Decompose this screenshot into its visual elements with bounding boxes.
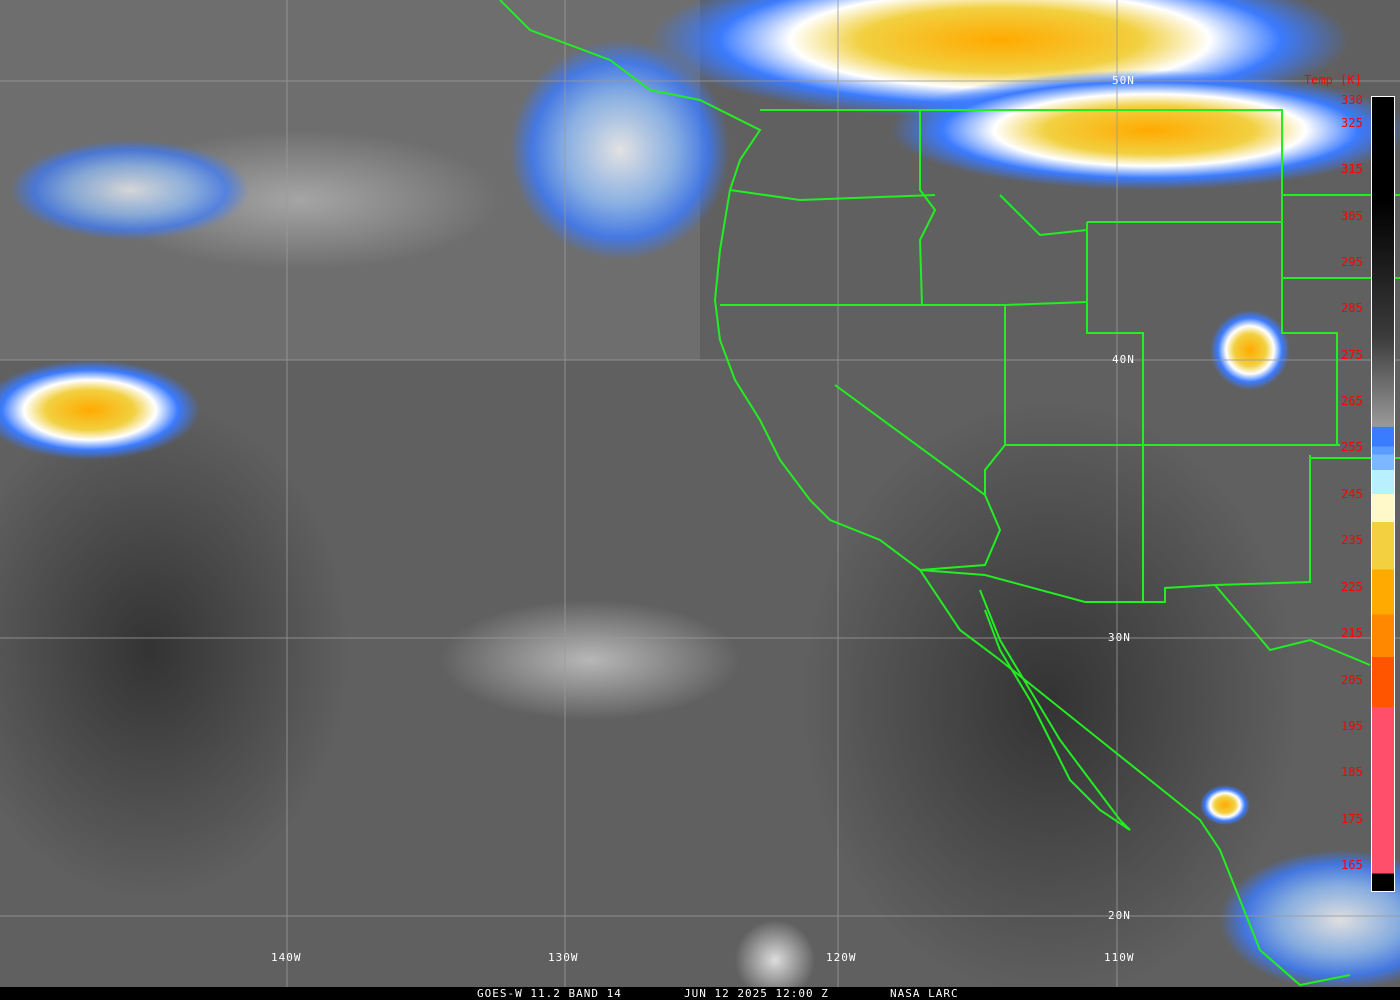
political-borders xyxy=(499,0,1400,987)
temperature-colorbar xyxy=(1371,96,1395,892)
lon-label-110w: 110W xyxy=(1104,951,1135,964)
legend-tick: 265 xyxy=(1341,394,1363,408)
lon-label-120w: 120W xyxy=(826,951,857,964)
legend-tick: 225 xyxy=(1341,580,1363,594)
image-datetime: JUN 12 2025 12:00 Z xyxy=(684,987,829,1000)
footer-bar: GOES-W 11.2 BAND 14 JUN 12 2025 12:00 Z … xyxy=(0,987,1400,1000)
legend-tick: 175 xyxy=(1341,812,1363,826)
legend-tick: 205 xyxy=(1341,673,1363,687)
lat-label-40n: 40N xyxy=(1112,353,1135,366)
legend-tick: 235 xyxy=(1341,533,1363,547)
lat-label-30n: 30N xyxy=(1108,631,1131,644)
legend-tick: 330 xyxy=(1341,93,1363,107)
legend-title: Temp [K] xyxy=(1304,73,1362,87)
legend-tick: 305 xyxy=(1341,209,1363,223)
credit: NASA LARC xyxy=(890,987,959,1000)
lon-label-140w: 140W xyxy=(271,951,302,964)
legend-tick: 275 xyxy=(1341,348,1363,362)
legend-tick: 315 xyxy=(1341,162,1363,176)
legend-tick: 285 xyxy=(1341,301,1363,315)
legend-tick: 215 xyxy=(1341,626,1363,640)
lon-label-130w: 130W xyxy=(548,951,579,964)
legend-tick: 325 xyxy=(1341,116,1363,130)
satellite-band: GOES-W 11.2 BAND 14 xyxy=(477,987,622,1000)
legend-tick: 195 xyxy=(1341,719,1363,733)
legend-tick: 245 xyxy=(1341,487,1363,501)
lat-label-50n: 50N xyxy=(1112,74,1135,87)
lat-label-20n: 20N xyxy=(1108,909,1131,922)
legend-tick: 185 xyxy=(1341,765,1363,779)
legend-tick: 165 xyxy=(1341,858,1363,872)
legend-tick: 255 xyxy=(1341,440,1363,454)
legend-tick: 295 xyxy=(1341,255,1363,269)
